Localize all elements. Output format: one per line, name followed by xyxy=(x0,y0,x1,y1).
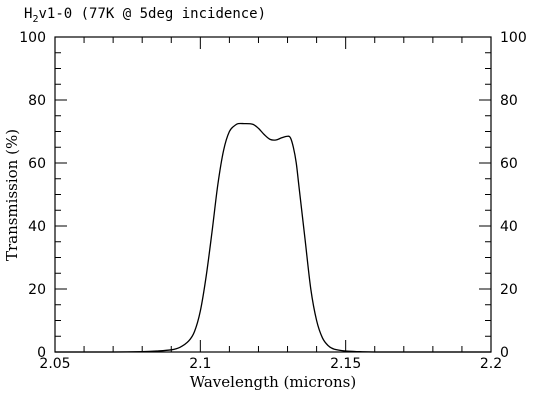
y-tick-labels-right: 0 20 40 60 80 100 xyxy=(500,30,527,361)
chart-title-rest: v1-0 (77K @ 5deg incidence) xyxy=(38,6,266,22)
y-tick-label-left: 40 xyxy=(28,219,46,235)
y-axis-label: Transmission (%) xyxy=(3,129,21,261)
x-tick-label: 2.15 xyxy=(330,356,361,372)
y-tick-labels-left: 0 20 40 60 80 100 xyxy=(19,30,46,361)
chart-title: H2v1-0 (77K @ 5deg incidence) xyxy=(24,6,266,25)
y-tick-label-left: 0 xyxy=(37,345,46,361)
y-tick-label-right: 60 xyxy=(500,156,518,172)
chart-title-prefix: H xyxy=(24,6,32,22)
y-tick-label-left: 20 xyxy=(28,282,46,298)
transmission-curve xyxy=(54,122,491,353)
y-tick-label-right: 40 xyxy=(500,219,518,235)
y-tick-label-right: 20 xyxy=(500,282,518,298)
y-tick-label-right: 80 xyxy=(500,93,518,109)
x-tick-label: 2.05 xyxy=(39,356,70,372)
y-tick-label-right: 0 xyxy=(500,345,509,361)
y-tick-label-left: 80 xyxy=(28,93,46,109)
y-tick-label-left: 100 xyxy=(19,30,46,46)
y-tick-label-left: 60 xyxy=(28,156,46,172)
x-tick-label: 2.2 xyxy=(480,356,502,372)
tick-marks xyxy=(54,36,492,353)
plot-frame xyxy=(54,36,492,353)
x-tick-labels: 2.05 2.1 2.15 2.2 xyxy=(39,356,502,372)
chart-title-subscript: 2 xyxy=(32,14,38,25)
y-tick-label-right: 100 xyxy=(500,30,527,46)
x-axis-label: Wavelength (microns) xyxy=(190,373,357,391)
x-tick-label: 2.1 xyxy=(189,356,211,372)
